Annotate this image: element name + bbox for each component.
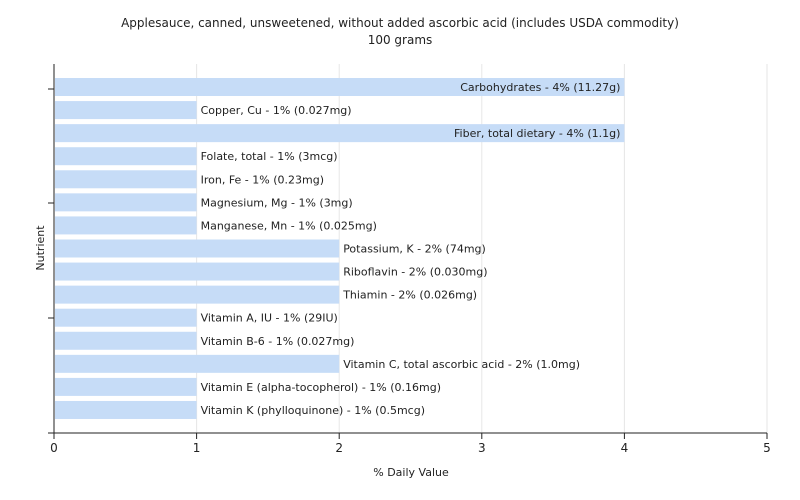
x-axis-label: % Daily Value xyxy=(373,466,449,479)
bar xyxy=(55,262,340,281)
bar xyxy=(55,124,625,143)
bar xyxy=(55,308,197,327)
bar-label: Iron, Fe - 1% (0.23mg) xyxy=(201,173,324,186)
bar xyxy=(55,101,197,120)
bar-label: Vitamin K (phylloquinone) - 1% (0.5mcg) xyxy=(201,404,425,417)
bar-label: Thiamin - 2% (0.026mg) xyxy=(342,289,477,302)
bar xyxy=(55,239,340,258)
axes: 0 1 2 3 4 5 xyxy=(48,64,771,455)
bar-label: Fiber, total dietary - 4% (1.1g) xyxy=(454,127,620,140)
bar xyxy=(55,78,625,96)
bar-label: Potassium, K - 2% (74mg) xyxy=(343,242,486,255)
bar-label: Magnesium, Mg - 1% (3mg) xyxy=(201,196,353,209)
x-tick-label: 4 xyxy=(621,441,629,455)
bar xyxy=(55,193,197,212)
x-tick-label: 1 xyxy=(193,441,201,455)
bar xyxy=(55,170,197,189)
bar-label: Manganese, Mn - 1% (0.025mg) xyxy=(201,219,377,232)
x-tick-label: 3 xyxy=(478,441,486,455)
bar xyxy=(55,354,340,373)
x-tick-label: 0 xyxy=(50,441,58,455)
bar xyxy=(55,400,197,419)
bar xyxy=(55,377,197,396)
bar-label: Riboflavin - 2% (0.030mg) xyxy=(343,266,487,279)
bar-label: Carbohydrates - 4% (11.27g) xyxy=(460,81,620,94)
chart-subtitle: 100 grams xyxy=(368,33,433,47)
bar xyxy=(55,147,197,166)
chart-title: Applesauce, canned, unsweetened, without… xyxy=(121,16,679,30)
bar xyxy=(55,216,197,235)
bar-label: Vitamin B-6 - 1% (0.027mg) xyxy=(201,335,355,348)
bar-label: Folate, total - 1% (3mcg) xyxy=(201,150,338,163)
bar-label: Vitamin A, IU - 1% (29IU) xyxy=(201,312,338,325)
x-tick-label: 5 xyxy=(763,441,771,455)
y-axis-label: Nutrient xyxy=(34,225,47,271)
bar-label: Copper, Cu - 1% (0.027mg) xyxy=(201,104,352,117)
bar-label: Vitamin C, total ascorbic acid - 2% (1.0… xyxy=(343,358,580,371)
bar-label: Vitamin E (alpha-tocopherol) - 1% (0.16m… xyxy=(201,381,441,394)
bars: Carbohydrates - 4% (11.27g) Copper, Cu - … xyxy=(55,78,625,419)
bar xyxy=(55,331,197,350)
bar xyxy=(55,285,340,304)
x-tick-label: 2 xyxy=(335,441,343,455)
